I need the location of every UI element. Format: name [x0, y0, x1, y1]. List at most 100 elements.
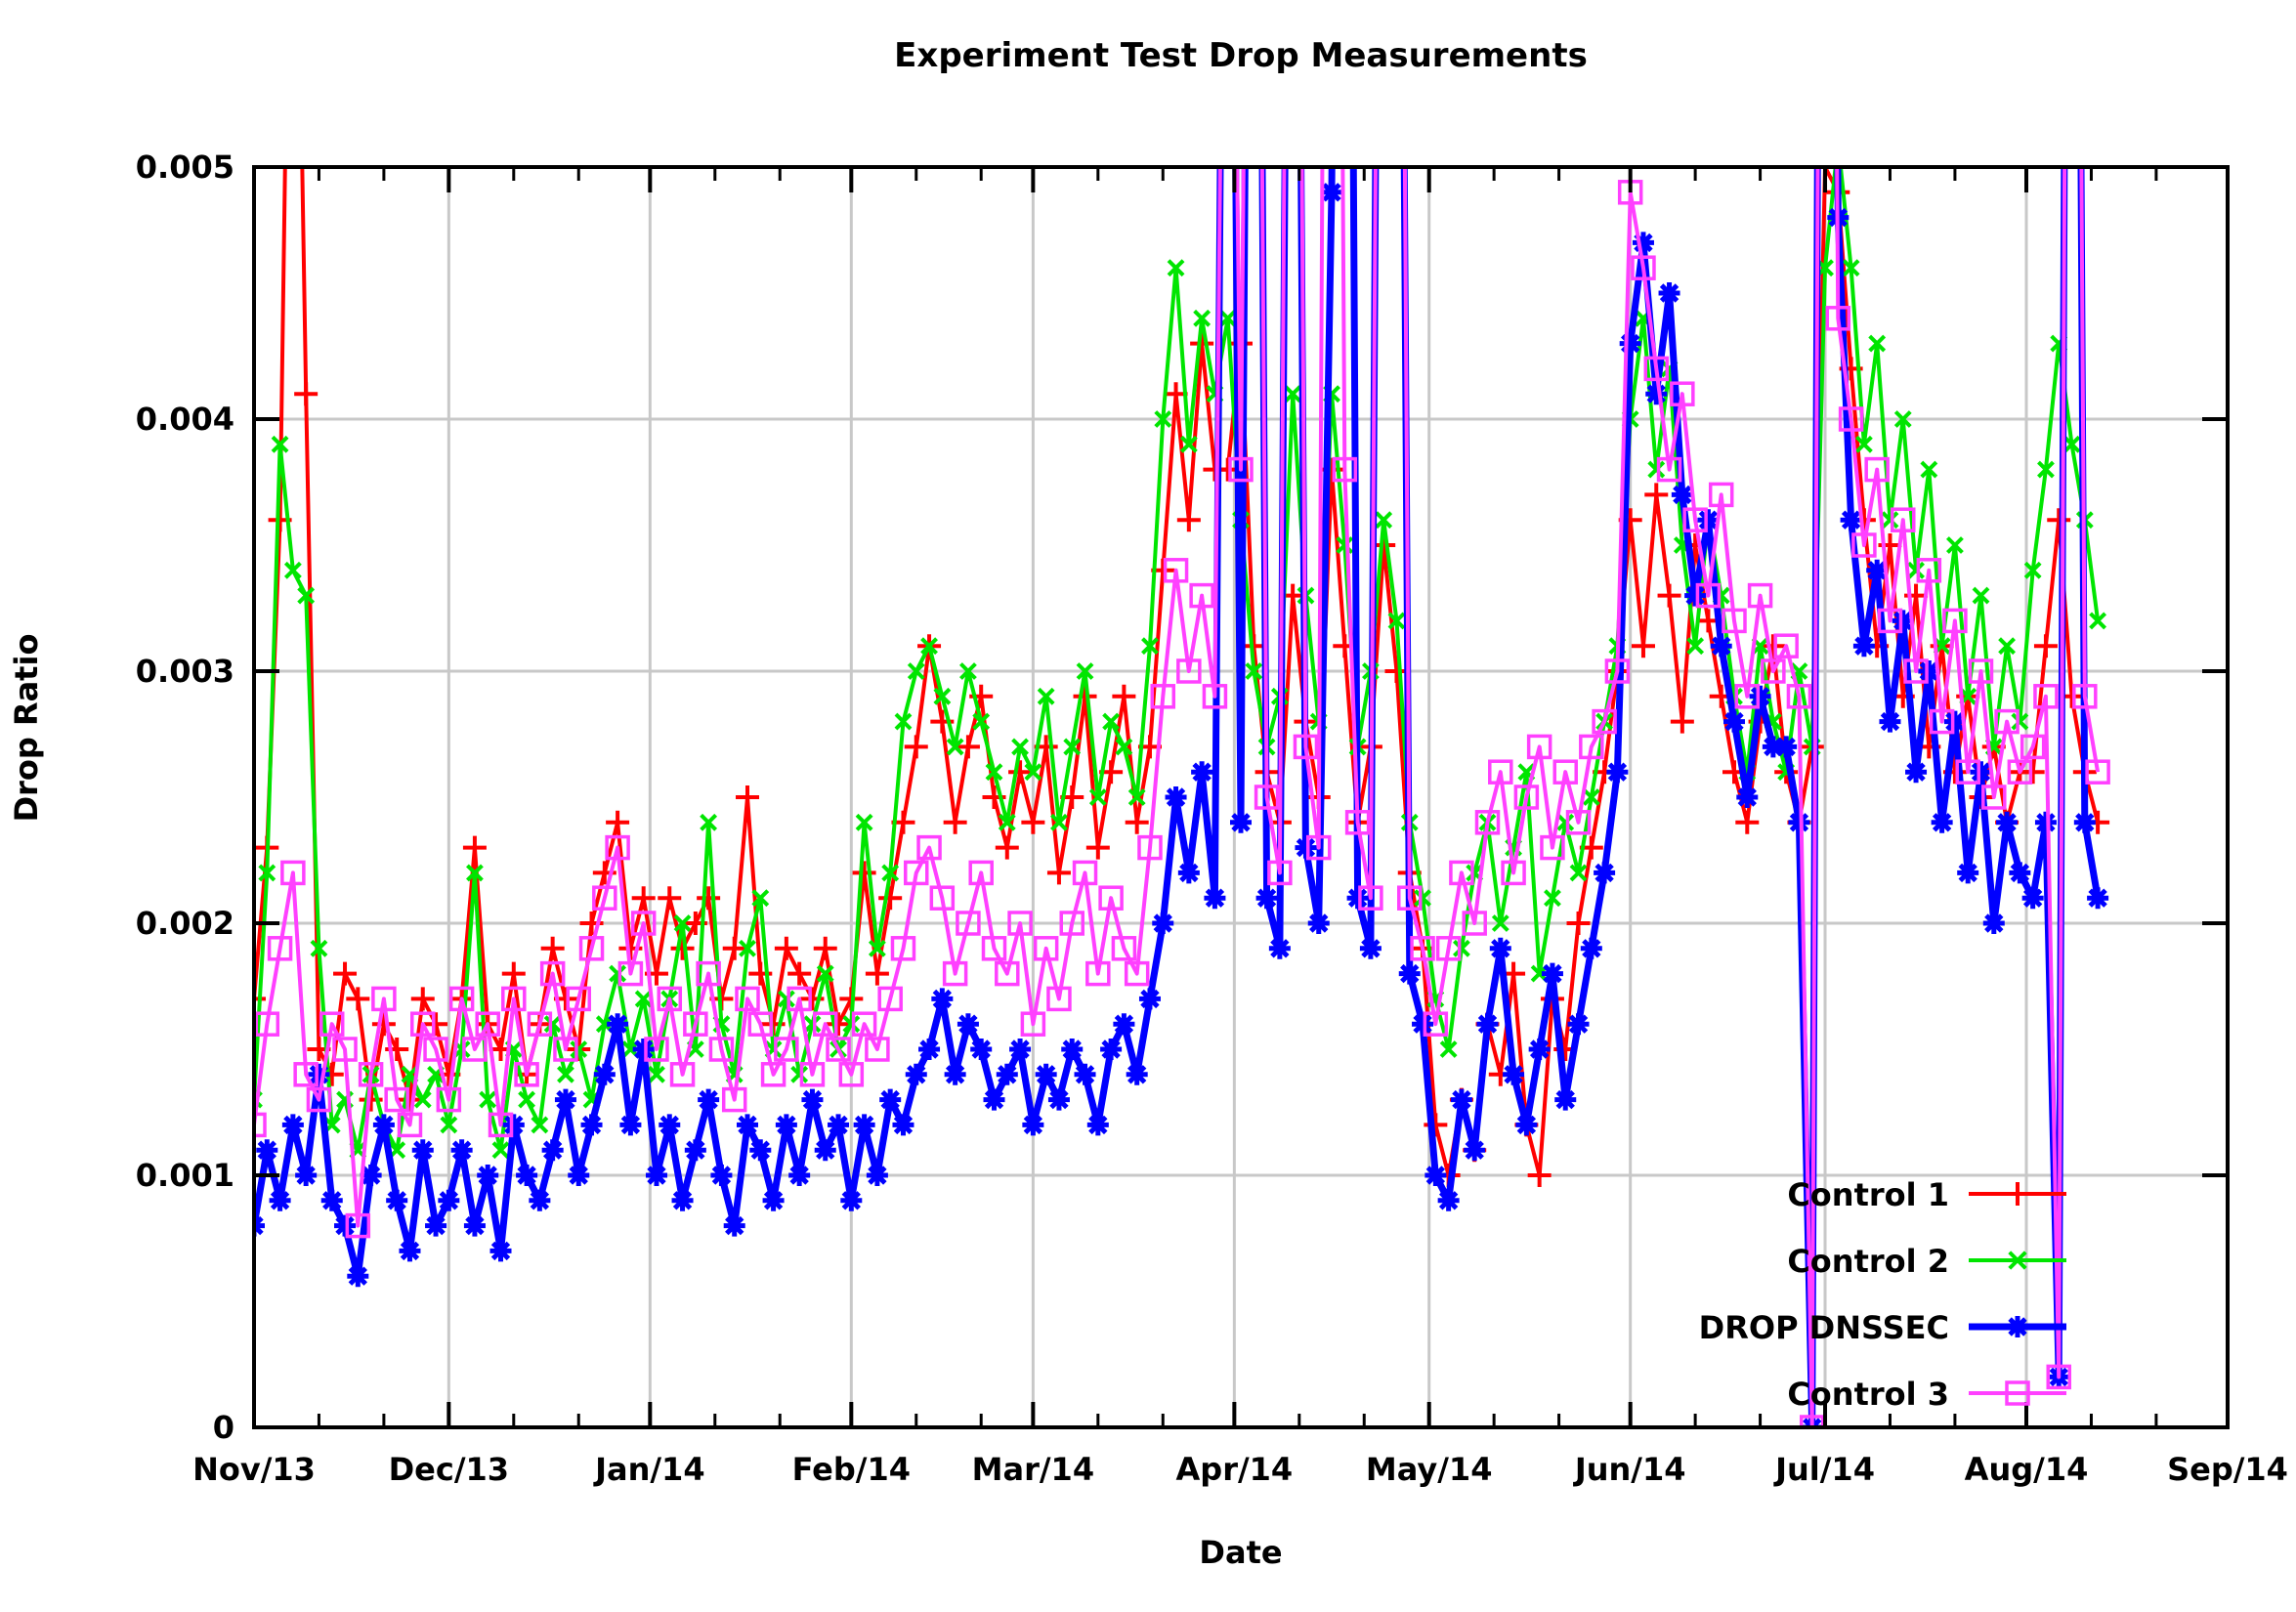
marker-star [580, 1114, 603, 1136]
marker-square [929, 885, 956, 911]
marker-square [683, 1011, 708, 1037]
marker-star [1074, 1063, 1096, 1085]
marker-star [1775, 736, 1798, 758]
marker-star [1892, 610, 1914, 632]
marker-cross [972, 712, 991, 731]
legend-label: DROP DNSSEC [1699, 1309, 1949, 1346]
marker-star [372, 1114, 395, 1136]
marker-star [425, 1214, 447, 1237]
marker-cross [1167, 259, 1185, 277]
marker-plus [852, 861, 876, 885]
marker-star [529, 1189, 551, 1211]
marker-plus [1008, 760, 1033, 785]
marker-cross [413, 1090, 432, 1109]
marker-plus [697, 886, 721, 911]
legend-entry-control-3: Control 3 [1787, 1376, 2066, 1413]
marker-star [801, 1088, 824, 1111]
marker-cross [609, 964, 627, 983]
marker-star [593, 1063, 616, 1085]
marker-square [1643, 356, 1670, 382]
marker-star [957, 1013, 979, 1036]
marker-cross [739, 939, 756, 957]
marker-square [617, 960, 644, 987]
marker-plus [1085, 835, 1110, 860]
y-axis-label: Drop Ratio [8, 634, 45, 823]
legend-marker [2007, 1316, 2028, 1337]
marker-plus [1176, 508, 1201, 532]
marker-star [463, 1214, 486, 1237]
marker-square [1358, 885, 1383, 911]
marker-star [347, 1265, 369, 1288]
marker-square [1124, 960, 1150, 987]
marker-square [1656, 456, 1682, 483]
marker-square [605, 834, 630, 861]
marker-star [698, 1088, 720, 1111]
marker-cross [1063, 738, 1082, 756]
marker-cross [907, 662, 925, 680]
marker-cross [1686, 637, 1705, 656]
marker-plus [1046, 861, 1071, 885]
marker-plus [774, 936, 798, 960]
marker-star [1086, 1114, 1109, 1136]
marker-square [1552, 759, 1578, 785]
marker-star [645, 1165, 667, 1186]
marker-square [721, 1086, 747, 1113]
marker-plus [865, 961, 889, 986]
marker-star [632, 1039, 655, 1060]
y-tick-label: 0.005 [136, 148, 234, 186]
y-tick-label: 0.004 [136, 401, 234, 438]
marker-star [320, 1189, 343, 1211]
marker-star [1943, 710, 1966, 733]
series-drop-dnssec [254, 167, 2109, 1427]
y-tick-label: 0.003 [136, 653, 234, 690]
axes-and-ticks: 0 0.001 0.002 0.003 0.004 0.005 Nov/13 Dec/13 Ja… [136, 148, 2288, 1488]
marker-star [450, 1139, 473, 1162]
marker-cross [777, 990, 795, 1008]
marker-cross [1076, 662, 1094, 680]
marker-star [502, 1114, 525, 1136]
marker-cross [2011, 712, 2029, 731]
marker-star [1788, 811, 1810, 833]
marker-plus [2033, 634, 2058, 658]
marker-star [1957, 862, 1979, 884]
marker-plus [956, 735, 980, 759]
marker-star [1307, 912, 1330, 934]
legend-marker [2008, 1251, 2027, 1270]
marker-cross [2089, 612, 2107, 630]
marker-star [1515, 1114, 1538, 1136]
marker-star [334, 1214, 357, 1237]
marker-square [553, 1037, 578, 1062]
marker-star [710, 1165, 733, 1186]
marker-cross [959, 662, 977, 680]
marker-plus [606, 810, 630, 834]
marker-plus [2020, 760, 2045, 785]
marker-square [358, 1062, 384, 1087]
marker-star [1047, 1088, 1070, 1111]
marker-square [1695, 582, 1722, 609]
marker-star [1931, 811, 1953, 833]
marker-cross [1439, 1040, 1458, 1058]
marker-star [1359, 937, 1382, 959]
marker-square [1410, 936, 1435, 961]
data-series [254, 167, 2110, 1427]
x-tick-label: Mar/14 [972, 1451, 1094, 1488]
marker-square [669, 1062, 696, 1087]
marker-cross [790, 1065, 809, 1083]
marker-cross [1893, 410, 1912, 428]
x-tick-label: Jul/14 [1773, 1451, 1875, 1488]
marker-plus [1644, 483, 1669, 507]
marker-star [866, 1165, 888, 1186]
marker-star [2021, 887, 2044, 910]
marker-cross [920, 637, 938, 656]
marker-square [1955, 759, 1980, 785]
marker-star [1152, 912, 1174, 934]
marker-star [723, 1214, 745, 1237]
marker-star [1035, 1063, 1057, 1085]
marker-square [1747, 582, 1773, 609]
marker-star [1632, 232, 1654, 254]
marker-cross [1544, 889, 1561, 908]
marker-square [787, 986, 812, 1012]
marker-square [1631, 255, 1656, 280]
marker-square [916, 834, 942, 861]
marker-star [879, 1088, 902, 1111]
